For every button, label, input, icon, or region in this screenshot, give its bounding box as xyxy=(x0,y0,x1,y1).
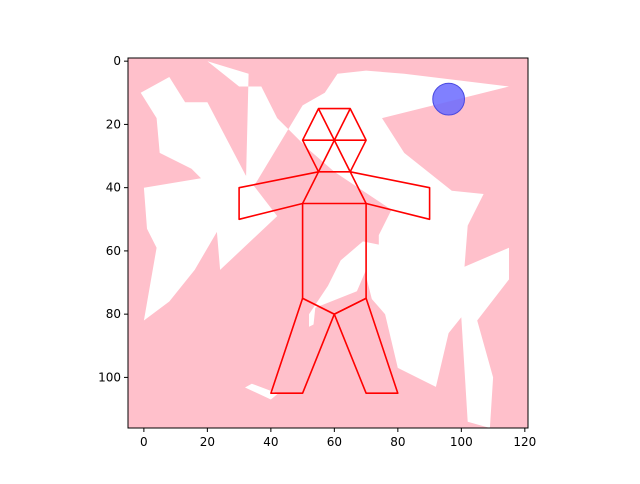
stick-figure xyxy=(238,107,431,395)
open-area xyxy=(207,61,509,428)
ball[interactable] xyxy=(432,82,466,116)
y-tick-label: 40 xyxy=(106,181,121,195)
x-tick-label: 60 xyxy=(327,435,342,449)
x-tick-label: 0 xyxy=(140,435,148,449)
y-tick-label: 80 xyxy=(106,307,121,321)
y-tick-label: 20 xyxy=(106,117,121,131)
figure-left-leg xyxy=(270,297,336,395)
plot-area xyxy=(128,58,528,428)
x-tick-label: 100 xyxy=(450,435,473,449)
x-tick-label: 120 xyxy=(513,435,536,449)
figure-right-leg xyxy=(333,297,399,395)
blocking-regions xyxy=(156,206,398,428)
y-tick-label: 60 xyxy=(106,244,121,258)
y-axis: 0 20 40 60 80 100 xyxy=(98,54,128,384)
axes-frame xyxy=(127,57,529,429)
y-tick-label: 100 xyxy=(98,370,121,384)
x-axis: 0 20 40 60 80 100 120 xyxy=(140,428,536,449)
x-tick-label: 80 xyxy=(390,435,405,449)
open-regions xyxy=(140,61,509,428)
figure-left-arm xyxy=(238,171,320,221)
open-area xyxy=(140,77,278,321)
figure-right-arm xyxy=(349,171,431,221)
y-tick-label: 0 xyxy=(113,54,121,68)
x-tick-label: 40 xyxy=(263,435,278,449)
x-tick-label: 20 xyxy=(200,435,215,449)
blocking-area xyxy=(156,206,398,428)
